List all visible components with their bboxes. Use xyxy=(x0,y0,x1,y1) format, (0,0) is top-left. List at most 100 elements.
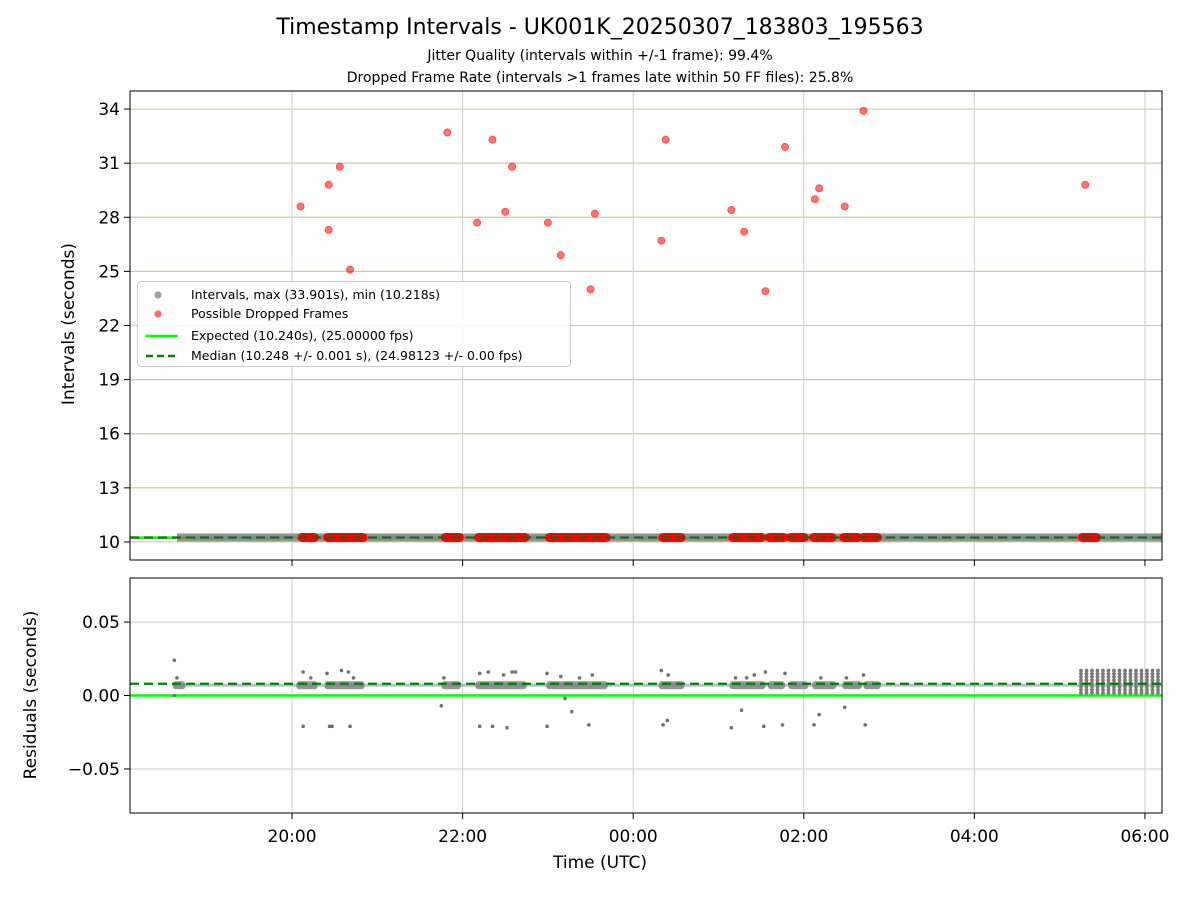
bottom-residual-cluster xyxy=(172,681,186,690)
bottom-residual-cluster xyxy=(296,681,318,690)
top-ytick-label: 10 xyxy=(98,533,120,553)
residual-dense-point xyxy=(1079,691,1083,695)
residual-point xyxy=(513,670,518,674)
legend-label-expected: Expected (10.240s), (25.00000 fps) xyxy=(191,328,414,343)
residual-dense-point xyxy=(1090,675,1094,679)
dropped-frame-point xyxy=(661,135,670,144)
residual-dense-point xyxy=(1079,671,1083,676)
residual-point xyxy=(729,726,734,730)
residual-dense-point xyxy=(1123,675,1127,679)
residual-dense-point xyxy=(1134,678,1138,683)
residual-dense-point xyxy=(1090,687,1094,692)
top-ytick-label: 19 xyxy=(98,371,120,391)
dropped-frame-point xyxy=(781,142,790,151)
residual-point xyxy=(301,724,305,729)
residual-point xyxy=(763,670,768,674)
residual-dense-point xyxy=(1139,671,1144,676)
dropped-frame-point xyxy=(1081,180,1090,189)
residual-dense-point xyxy=(1123,678,1127,683)
residual-dense-point xyxy=(1079,675,1083,679)
residual-dense-point xyxy=(1134,668,1138,673)
residual-point xyxy=(351,676,356,680)
legend-label-median: Median (10.248 +/- 0.001 s), (24.98123 +… xyxy=(191,348,523,363)
residual-dense-point xyxy=(1139,678,1144,683)
legend-line-expected xyxy=(146,334,178,338)
residual-dense-point xyxy=(1101,687,1105,692)
residual-dense-point xyxy=(1095,687,1100,692)
residual-dense-point xyxy=(1090,684,1094,689)
residual-dense-point xyxy=(1106,681,1111,686)
residual-dense-point xyxy=(1123,687,1127,692)
residual-dense-point xyxy=(1106,684,1111,689)
residual-dense-point xyxy=(1084,687,1089,692)
dropped-frame-point xyxy=(840,202,849,211)
residual-dense-point xyxy=(1128,671,1133,676)
residual-dense-point xyxy=(1156,671,1160,676)
residual-dense-point xyxy=(1090,681,1094,686)
residual-point xyxy=(733,676,738,680)
dropped-frame-point xyxy=(761,287,770,296)
top-ytick-label: 28 xyxy=(98,208,120,228)
residual-dense-point xyxy=(1079,668,1083,673)
residual-point xyxy=(587,723,591,727)
residual-dense-point xyxy=(1112,691,1116,695)
top-ytick-label: 22 xyxy=(98,317,120,337)
dropped-frame-point xyxy=(740,227,749,236)
residual-point xyxy=(545,671,549,676)
bottom-xtick-label: 02:00 xyxy=(779,827,828,847)
residual-point xyxy=(739,708,744,712)
dropped-frame-point xyxy=(815,184,824,193)
legend: Intervals, max (33.901s), min (10.218s) … xyxy=(137,281,571,367)
legend-marker-dropped xyxy=(154,310,162,318)
residual-dense-point xyxy=(1106,668,1111,673)
residual-dense-point xyxy=(1090,671,1094,676)
residual-dense-point xyxy=(1084,668,1089,673)
residual-point xyxy=(339,668,344,673)
dropped-frame-point xyxy=(324,180,333,189)
residual-dense-point xyxy=(1150,684,1155,689)
residual-dense-point xyxy=(1106,678,1111,683)
bottom-xtick-label: 04:00 xyxy=(950,827,999,847)
residual-point xyxy=(590,673,595,677)
residual-dense-point xyxy=(1084,684,1089,689)
residual-dense-point xyxy=(1128,687,1133,692)
residual-point xyxy=(842,705,847,710)
residual-dense-point xyxy=(1090,668,1094,673)
residual-dense-point xyxy=(1145,684,1149,689)
residual-dense-point xyxy=(1101,691,1105,695)
bottom-residual-cluster xyxy=(475,681,527,690)
residual-dense-point xyxy=(1090,691,1094,695)
residual-dense-point xyxy=(1112,668,1116,673)
residual-point xyxy=(752,673,757,677)
residual-dense-point xyxy=(1145,675,1149,679)
residual-point xyxy=(309,676,313,680)
residual-point xyxy=(330,724,334,729)
residual-dense-point xyxy=(1101,675,1105,679)
top-dropped-baseline-run xyxy=(544,532,611,542)
residual-dense-point xyxy=(1112,687,1116,692)
residual-dense-point xyxy=(1117,687,1122,692)
legend-label-intervals: Intervals, max (33.901s), min (10.218s) xyxy=(191,287,441,302)
residual-dense-point xyxy=(1095,684,1100,689)
top-dropped-baseline-run xyxy=(658,532,686,542)
residual-point xyxy=(666,673,670,677)
residual-dense-point xyxy=(1139,687,1144,692)
top-ytick-label: 31 xyxy=(98,154,120,174)
dropped-frame-point xyxy=(488,135,497,144)
residual-dense-point xyxy=(1145,691,1149,695)
top-ytick-label: 34 xyxy=(98,100,120,120)
bottom-ytick-label: −0.05 xyxy=(68,760,120,780)
residual-point xyxy=(348,724,352,729)
dropped-frame-point xyxy=(543,218,552,227)
residual-dense-point xyxy=(1106,691,1111,695)
residual-dense-point xyxy=(1156,691,1160,695)
residual-dense-point xyxy=(1095,675,1100,679)
top-y-axis-label: Intervals (seconds) xyxy=(59,242,79,406)
residual-dense-point xyxy=(1117,678,1122,683)
dropped-frame-point xyxy=(296,202,305,211)
residual-dense-point xyxy=(1095,691,1100,695)
residual-point xyxy=(501,673,506,677)
residual-dense-point xyxy=(1106,687,1111,692)
residual-dense-point xyxy=(1128,678,1133,683)
